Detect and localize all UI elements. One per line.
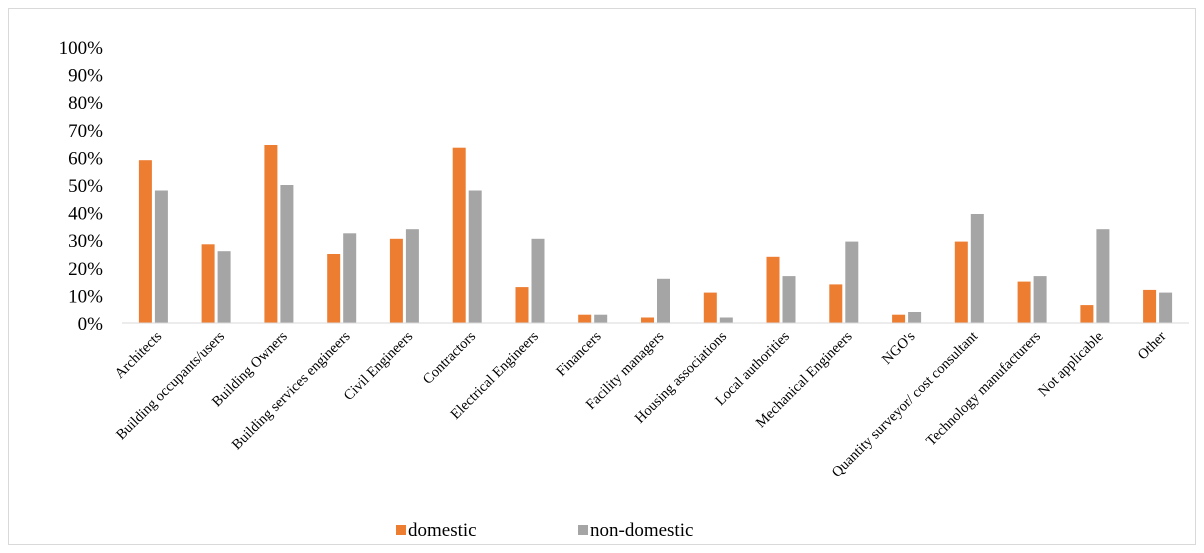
x-tick-label: Building services engineers xyxy=(229,328,354,453)
bar-domestic xyxy=(892,314,906,323)
bar-non-domestic xyxy=(908,312,922,323)
bar-domestic xyxy=(515,287,529,323)
y-tick-label: 30% xyxy=(68,231,103,252)
bar-non-domestic xyxy=(594,314,608,323)
bar-domestic xyxy=(1017,281,1031,323)
y-tick-label: 90% xyxy=(68,66,103,87)
x-tick-label: Not applicable xyxy=(1035,329,1106,400)
x-tick-label: Financers xyxy=(553,328,604,379)
x-tick-label: Architects xyxy=(112,328,166,382)
x-tick-label: Technology manufacturers xyxy=(923,328,1044,449)
bar-domestic xyxy=(954,241,968,323)
bar-non-domestic xyxy=(531,238,545,323)
bar-non-domestic xyxy=(719,317,733,323)
bar-domestic xyxy=(452,147,466,323)
bar-domestic xyxy=(1143,289,1157,323)
legend-swatch-domestic xyxy=(396,525,406,535)
y-tick-label: 40% xyxy=(68,204,103,225)
bar-non-domestic xyxy=(845,241,859,323)
bar-domestic xyxy=(264,145,278,323)
bar-non-domestic xyxy=(217,251,231,323)
y-tick-label: 10% xyxy=(68,286,103,307)
bar-domestic xyxy=(389,238,403,323)
x-tick-label: NGO's xyxy=(879,328,919,368)
y-tick-label: 0% xyxy=(78,314,104,335)
bar-non-domestic xyxy=(405,229,419,323)
bar-non-domestic xyxy=(657,278,670,323)
bar-non-domestic xyxy=(154,190,168,323)
bar-domestic xyxy=(578,314,592,323)
bar-domestic xyxy=(1080,305,1094,323)
legend: domestic non-domestic xyxy=(396,520,693,541)
y-tick-label: 80% xyxy=(68,93,103,114)
bar-domestic xyxy=(138,160,152,323)
bar-chart: 0% 10% 20% 30% 40% 50% 60% 70% 80% 90% 100% Archit… xyxy=(59,38,1189,541)
legend-label-non-domestic: non-domestic xyxy=(590,520,693,541)
bar-non-domestic xyxy=(1033,276,1047,323)
bar-non-domestic xyxy=(1159,292,1173,323)
x-tick-label: Building occupants/users xyxy=(113,328,228,443)
y-tick-label: 100% xyxy=(59,38,104,59)
bar-non-domestic xyxy=(1096,229,1110,323)
bars xyxy=(138,145,1173,323)
bar-domestic xyxy=(327,254,341,323)
bar-domestic xyxy=(201,244,215,323)
legend-swatch-non-domestic xyxy=(578,525,588,535)
y-tick-label: 60% xyxy=(68,148,103,169)
y-tick-label: 50% xyxy=(68,176,103,197)
bar-domestic xyxy=(641,317,654,323)
y-tick-label: 70% xyxy=(68,121,103,142)
chart-frame: 0% 10% 20% 30% 40% 50% 60% 70% 80% 90% 100% Archit… xyxy=(8,8,1196,545)
x-tick-label: Other xyxy=(1135,328,1170,363)
bar-non-domestic xyxy=(468,190,482,323)
bar-domestic xyxy=(829,284,843,323)
bar-non-domestic xyxy=(970,214,984,323)
y-axis: 0% 10% 20% 30% 40% 50% 60% 70% 80% 90% 100% xyxy=(59,38,104,335)
bar-non-domestic xyxy=(280,185,294,323)
bar-non-domestic xyxy=(782,276,796,323)
bar-domestic xyxy=(703,292,717,323)
legend-label-domestic: domestic xyxy=(408,520,477,541)
bar-non-domestic xyxy=(343,233,357,323)
bar-domestic xyxy=(766,256,780,323)
x-tick-label: Contractors xyxy=(420,328,479,387)
y-tick-label: 20% xyxy=(68,259,103,280)
